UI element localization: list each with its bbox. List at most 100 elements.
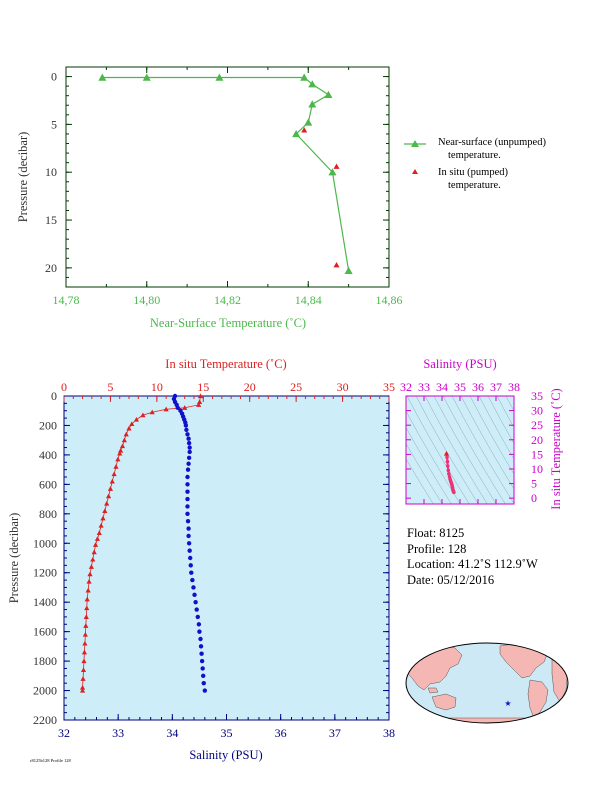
footer-text: r8125b128 Profile 128 (30, 758, 71, 763)
ts-point (452, 490, 456, 495)
salinity-point (187, 445, 192, 450)
temperature-point (126, 425, 132, 431)
temperature-point (140, 412, 146, 418)
temperature-tick-label: 35 (383, 380, 395, 394)
salinity-point (189, 570, 194, 575)
temperature-point (94, 536, 101, 541)
top-x-tick-label: 14,86 (376, 293, 403, 307)
bottom-axes-ticks: 32 33 34 35 36 37 38 0 5 10 15 20 25 30 35 0 200 400 600 80… (33, 380, 395, 740)
top-axes-ticks: 14,78 14,80 14,82 14,84 14,86 0 5 10 15 20 (45, 67, 403, 307)
density-contour (451, 396, 514, 504)
pressure-tick-label: 1200 (33, 566, 57, 580)
ts-temp-tick-label: 0 (531, 491, 537, 505)
salinity-point (185, 511, 190, 517)
salinity-point (199, 658, 205, 664)
density-contour (415, 396, 479, 504)
ts-plot-bg (406, 396, 514, 504)
temperature-point (119, 443, 126, 449)
pressure-tick-label: 0 (51, 389, 57, 403)
temperature-tick-label: 5 (107, 380, 113, 394)
salinity-point (187, 449, 192, 455)
density-contour (555, 386, 612, 524)
map-outline (405, 642, 569, 724)
density-contour (442, 396, 506, 504)
ts-salinity-tick-label: 33 (418, 380, 430, 394)
salinity-point (188, 555, 193, 561)
salinity-point (186, 461, 191, 466)
bottom-x-axis-label: Salinity (PSU) (189, 748, 262, 762)
pressure-tick-label: 1400 (33, 595, 57, 609)
temperature-point (115, 456, 121, 462)
salinity-point (190, 577, 195, 583)
pumped-point (301, 127, 308, 133)
top-x-tick-label: 14,82 (214, 293, 241, 307)
ts-salinity-tick-label: 32 (400, 380, 412, 394)
temperature-point (118, 447, 124, 453)
pumped-point (333, 262, 340, 268)
bottom-series (79, 393, 208, 693)
top-plot-frame (65, 66, 390, 288)
salinity-tick-label: 36 (275, 726, 287, 740)
temperature-point (83, 614, 89, 619)
temperature-tick-label: 20 (244, 380, 256, 394)
density-contour (505, 396, 514, 412)
ts-surface-point (443, 450, 450, 456)
top-x-tick-label: 14,80 (133, 293, 160, 307)
density-contour (406, 410, 461, 504)
temperature-point (81, 649, 88, 655)
salinity-point (185, 489, 190, 494)
salinity-point (186, 541, 192, 546)
location: Location: 41.2˚S 112.9˚W (407, 557, 538, 571)
salinity-point (199, 651, 204, 656)
ts-points (443, 450, 456, 495)
legend-entry-unpumped: Near-surface (unpumped) temperature. (402, 136, 546, 162)
ts-temp-tick-label: 15 (531, 447, 543, 461)
density-contour (460, 396, 514, 490)
unpumped-point (300, 73, 309, 81)
ts-temp-tick-label: 5 (531, 477, 537, 491)
top-y-axis-label: Pressure (decibar) (16, 132, 30, 223)
temperature-point (129, 421, 135, 427)
salinity-point (198, 644, 204, 649)
ts-temp-tick-label: 10 (531, 462, 543, 476)
unpumped-point (344, 266, 353, 274)
legend-pumped-line1: In situ (pumped) (438, 167, 508, 178)
salinity-point (185, 482, 190, 487)
ts-temp-tick-label: 20 (531, 433, 543, 447)
salinity-point (195, 614, 200, 620)
top-y-tick-label: 10 (45, 165, 57, 179)
density-contour (406, 396, 470, 504)
salinity-point (186, 436, 191, 441)
top-x-axis-label: Near-Surface Temperature (˚C) (150, 316, 306, 330)
ts-temp-tick-label: 30 (531, 404, 543, 418)
float-position-star-icon: ★ (504, 699, 511, 708)
pressure-tick-label: 1000 (33, 536, 57, 550)
temperature-point (111, 471, 117, 477)
top-y-tick-label: 5 (51, 117, 57, 131)
profile-chart: 32 33 34 35 36 37 38 0 5 10 15 20 25 30 35 0 200 400 600 80… (7, 357, 395, 762)
salinity-point (175, 405, 180, 410)
salinity-point (185, 518, 191, 524)
temperature-point (196, 402, 202, 407)
pressure-tick-label: 1600 (33, 625, 57, 639)
salinity-point (193, 599, 198, 605)
salinity-point (186, 526, 191, 531)
top-y-tick-label: 0 (51, 70, 57, 84)
unpumped-point (328, 168, 337, 176)
temperature-tick-label: 30 (337, 380, 349, 394)
temperature-point (100, 515, 106, 521)
top-y-tick-label: 15 (45, 213, 57, 227)
ts-top-axis-label: Salinity (PSU) (423, 357, 496, 371)
salinity-point (185, 432, 190, 437)
legend-unpumped-line1: Near-surface (unpumped) (438, 137, 546, 148)
salinity-tick-label: 32 (58, 726, 70, 740)
salinity-tick-label: 38 (383, 726, 395, 740)
temperature-point (91, 549, 97, 555)
temperature-point (149, 409, 155, 415)
salinity-point (192, 592, 197, 598)
near-surface-chart: 14,78 14,80 14,82 14,84 14,86 0 5 10 15 20 Near-S… (16, 66, 426, 330)
salinity-tick-label: 33 (112, 726, 124, 740)
legend-pumped-marker (412, 169, 418, 174)
top-series (98, 73, 353, 274)
